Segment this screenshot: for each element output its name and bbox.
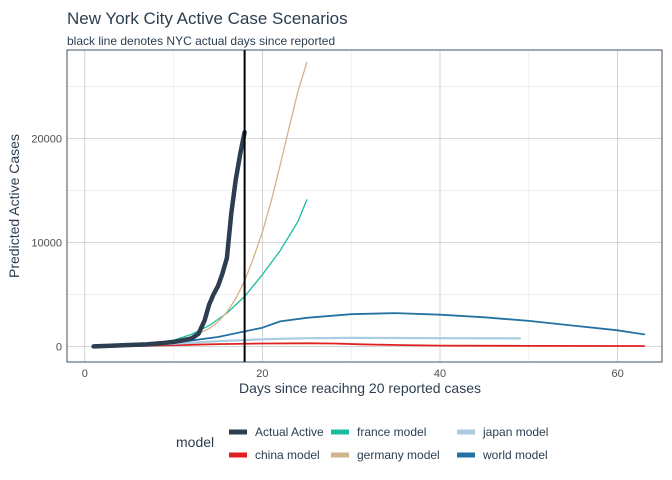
x-tick-label: 0 xyxy=(82,368,88,380)
series-line-china-model xyxy=(92,342,646,348)
legend: Actual Active china model france model germ… xyxy=(229,425,548,462)
series-line-actual-active xyxy=(91,129,247,349)
plot-panel-border xyxy=(66,49,663,363)
series-line-france-model xyxy=(92,199,308,348)
legend-label: france model xyxy=(357,425,426,439)
legend-label: japan model xyxy=(482,425,548,439)
legend-label: world model xyxy=(482,448,548,462)
chart-title: New York City Active Case Scenarios xyxy=(67,9,348,28)
x-ticks: 0 20 40 60 xyxy=(82,368,624,380)
series-line-germany-model xyxy=(92,61,308,348)
legend-title: model xyxy=(176,434,214,450)
y-tick-label: 10000 xyxy=(31,237,62,249)
x-axis-label: Days since reacihng 20 reported cases xyxy=(239,380,481,396)
y-axis-label: Predicted Active Cases xyxy=(6,134,22,278)
legend-label: china model xyxy=(255,448,320,462)
chart-subtitle: black line denotes NYC actual days since… xyxy=(67,34,335,48)
legend-label: Actual Active xyxy=(255,425,324,439)
y-tick-label: 0 xyxy=(56,341,62,353)
grid xyxy=(67,50,662,362)
y-ticks: 0 10000 20000 xyxy=(31,133,62,353)
legend-label: germany model xyxy=(357,448,440,462)
x-tick-label: 40 xyxy=(434,368,446,380)
x-tick-label: 60 xyxy=(611,368,623,380)
y-tick-label: 20000 xyxy=(31,133,62,145)
series-lines xyxy=(91,61,646,349)
x-tick-label: 20 xyxy=(256,368,268,380)
